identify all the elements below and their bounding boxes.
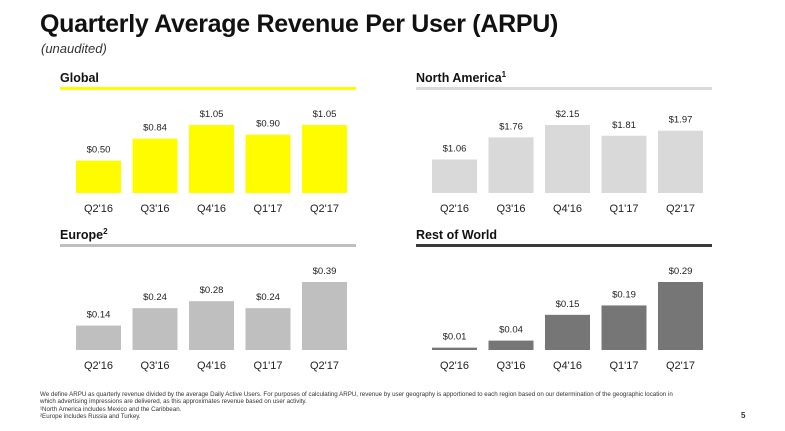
bar-Q117	[245, 308, 291, 350]
category-label: Q4'16	[553, 203, 582, 215]
north-america-arpu-chart: North America1 $1.06 Q2'16 $1.76 Q3'16 $2.15…	[416, 70, 712, 220]
page-number: 5	[741, 411, 746, 420]
bar-Q217	[302, 125, 347, 193]
data-label: $0.24	[256, 292, 280, 303]
bar-Q117	[601, 135, 647, 193]
category-label: Q2'17	[310, 360, 339, 372]
bar-Q216	[76, 325, 121, 350]
category-label: Q1'17	[253, 203, 282, 215]
data-label: $2.15	[556, 109, 580, 120]
bar-Q416	[189, 301, 234, 350]
bar-Q216	[76, 160, 121, 193]
footnote-line: which advertising impressions are delive…	[40, 398, 307, 406]
chart-title: North America1	[416, 70, 507, 86]
category-label: Q4'16	[197, 203, 226, 215]
data-label: $0.19	[612, 289, 636, 300]
chart-title: Europe2	[60, 227, 108, 243]
footnote-line: ¹North America includes Mexico and the C…	[40, 405, 182, 413]
bar-Q216	[432, 159, 477, 193]
category-label: Q2'17	[310, 203, 339, 215]
bar-Q217	[302, 282, 347, 350]
footnotes: We define ARPU as quarterly revenue divi…	[40, 391, 680, 421]
data-label: $0.50	[87, 145, 111, 156]
data-label: $0.90	[256, 119, 280, 130]
bar-Q316	[132, 308, 178, 350]
category-label: Q4'16	[553, 360, 582, 372]
data-label: $0.04	[499, 325, 523, 336]
category-label: Q1'17	[253, 360, 282, 372]
data-label: $1.06	[443, 143, 467, 154]
category-label: Q4'16	[197, 360, 226, 372]
data-label: $0.01	[443, 332, 467, 343]
global-arpu-chart: Global $0.50 Q2'16 $0.84 Q3'16 $1.05 Q4'16 $0.…	[60, 70, 356, 220]
footnote-line: We define ARPU as quarterly revenue divi…	[40, 391, 673, 398]
bar-Q316	[132, 138, 178, 193]
page-title: Quarterly Average Revenue Per User (ARPU…	[40, 10, 558, 38]
chart-title-underline	[416, 87, 712, 90]
category-label: Q2'17	[666, 203, 695, 215]
data-label: $1.97	[669, 115, 693, 126]
chart-title: Global	[60, 71, 99, 86]
chart-title: Rest of World	[416, 228, 498, 243]
category-label: Q2'16	[84, 203, 113, 215]
category-label: Q1'17	[609, 360, 638, 372]
bar-Q217	[658, 130, 703, 193]
chart-plot: $0.01 Q2'16 $0.04 Q3'16 $0.15 Q4'16 $0.19 Q1'17…	[432, 266, 703, 372]
category-label: Q3'16	[496, 360, 525, 372]
data-label: $1.81	[612, 120, 636, 131]
footnote-line: ²Europe includes Russia and Turkey.	[40, 413, 141, 421]
bar-Q216	[432, 347, 477, 350]
data-label: $0.39	[313, 266, 337, 277]
data-label: $1.05	[313, 109, 337, 120]
page-subtitle: (unaudited)	[41, 41, 107, 56]
data-label: $1.05	[200, 109, 224, 120]
data-label: $1.76	[499, 121, 523, 132]
bar-Q117	[245, 134, 291, 193]
chart-plot: $0.14 Q2'16 $0.24 Q3'16 $0.28 Q4'16 $0.24 Q1'17…	[76, 266, 347, 372]
data-label: $0.15	[556, 299, 580, 310]
data-label: $0.14	[87, 310, 111, 321]
category-label: Q3'16	[140, 203, 169, 215]
data-label: $0.24	[143, 292, 167, 303]
data-label: $0.28	[200, 285, 224, 296]
chart-plot: $0.50 Q2'16 $0.84 Q3'16 $1.05 Q4'16 $0.90 Q1'17…	[76, 109, 347, 215]
category-label: Q2'17	[666, 360, 695, 372]
bar-Q217	[658, 282, 703, 350]
chart-title-underline	[60, 87, 356, 90]
category-label: Q2'16	[440, 203, 469, 215]
category-label: Q3'16	[140, 360, 169, 372]
bar-Q416	[545, 314, 590, 350]
bar-Q316	[488, 340, 534, 350]
category-label: Q1'17	[609, 203, 638, 215]
bar-Q316	[488, 137, 534, 193]
data-label: $0.29	[669, 266, 693, 277]
bar-Q416	[189, 125, 234, 193]
data-label: $0.84	[143, 123, 167, 134]
bar-Q416	[545, 125, 590, 193]
chart-plot: $1.06 Q2'16 $1.76 Q3'16 $2.15 Q4'16 $1.81 Q1'17…	[432, 109, 703, 215]
bar-Q117	[601, 305, 647, 350]
category-label: Q2'16	[84, 360, 113, 372]
category-label: Q3'16	[496, 203, 525, 215]
category-label: Q2'16	[440, 360, 469, 372]
chart-title-underline	[60, 244, 356, 247]
rest-of-world-arpu-chart: Rest of World $0.01 Q2'16 $0.04 Q3'16 $0.15 Q…	[416, 227, 712, 377]
europe-arpu-chart: Europe2 $0.14 Q2'16 $0.24 Q3'16 $0.28 Q4'16 $0…	[60, 227, 356, 377]
chart-title-underline	[416, 244, 712, 247]
